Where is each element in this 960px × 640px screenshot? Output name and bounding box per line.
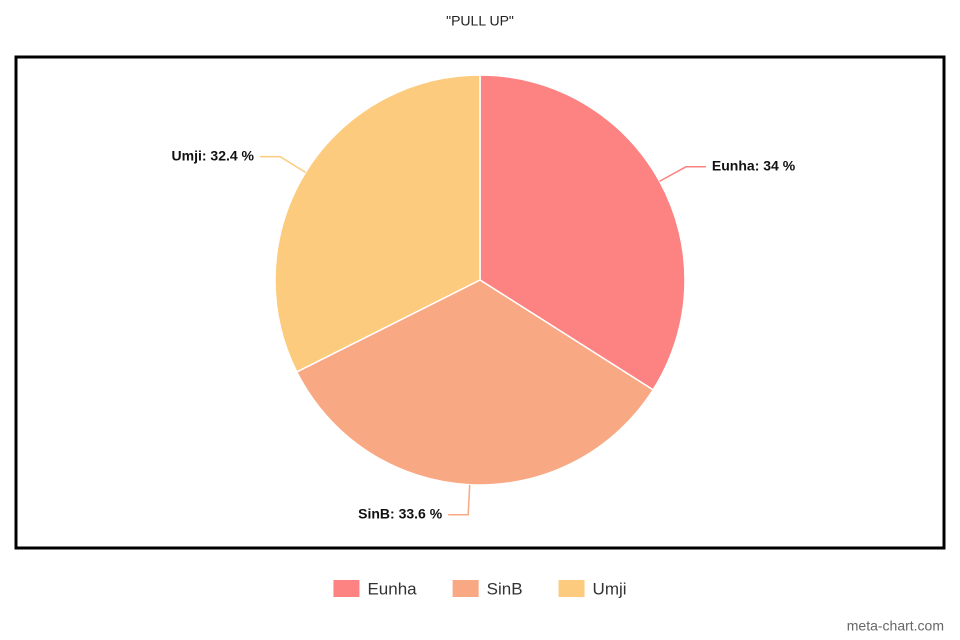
pie-slice [274, 74, 481, 373]
legend-label: Umji [593, 579, 627, 598]
legend-swatch [452, 580, 479, 597]
legend-label: SinB [487, 579, 523, 598]
legend-swatch [333, 580, 360, 597]
data-label: Umji: 32.4 % [172, 147, 255, 163]
leader-line [260, 155, 306, 173]
pie-slice [479, 74, 686, 391]
chart-title: "PULL UP" [446, 13, 514, 29]
data-label: SinB: 33.6 % [358, 505, 443, 521]
data-label: Eunha: 34 % [712, 157, 796, 173]
leader-line [448, 484, 471, 516]
legend-swatch [558, 580, 585, 597]
leader-line [659, 166, 706, 182]
legend-label: Eunha [367, 579, 417, 598]
watermark: meta-chart.com [847, 618, 944, 634]
pie-slice [295, 279, 655, 486]
